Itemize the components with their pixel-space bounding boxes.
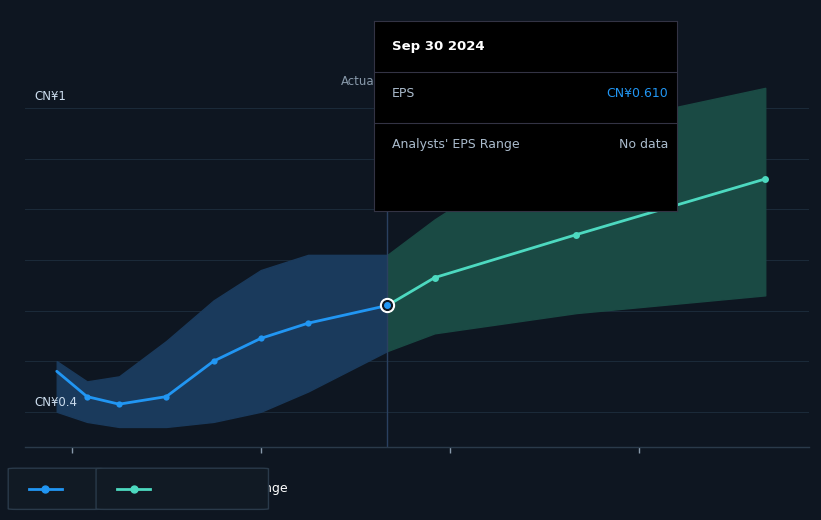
Text: CN¥0.610: CN¥0.610: [607, 87, 668, 100]
Text: No data: No data: [619, 138, 668, 151]
Text: CN¥0.4: CN¥0.4: [34, 396, 77, 409]
Text: Analysts' EPS Range: Analysts' EPS Range: [160, 483, 287, 495]
Text: EPS: EPS: [392, 87, 415, 100]
Text: Analysts' EPS Range: Analysts' EPS Range: [392, 138, 520, 151]
Text: CN¥1: CN¥1: [34, 90, 66, 103]
Text: Sep 30 2024: Sep 30 2024: [392, 40, 484, 53]
FancyBboxPatch shape: [8, 468, 103, 510]
Text: Actual: Actual: [341, 75, 378, 88]
Text: Analysts Forecasts: Analysts Forecasts: [402, 75, 512, 88]
Text: EPS: EPS: [70, 483, 93, 495]
FancyBboxPatch shape: [96, 468, 268, 510]
